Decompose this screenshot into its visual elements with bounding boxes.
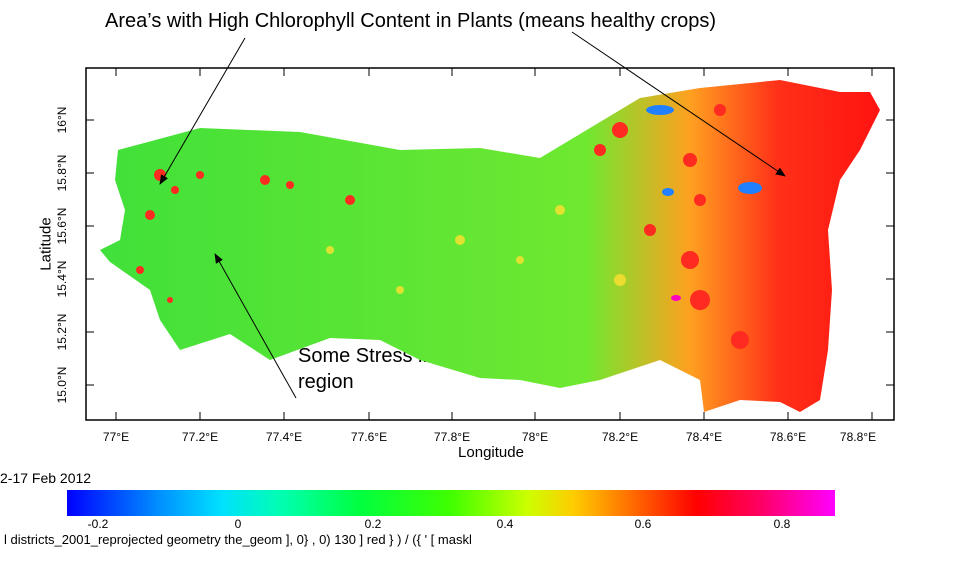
colorbar-tick-label: 0.2 (364, 517, 382, 531)
x-tick-label: 78.8°E (839, 430, 877, 444)
x-tick-label: 78.2°E (601, 430, 639, 444)
x-tick-label: 77.2°E (181, 430, 219, 444)
colorbar (67, 490, 835, 516)
y-axis-label: Latitude (37, 217, 55, 271)
x-tick-label: 77°E (102, 430, 130, 444)
x-tick-label: 78.6°E (769, 430, 807, 444)
x-tick-label: 78.4°E (685, 430, 723, 444)
annotation-healthy-crops: Area’s with High Chlorophyll Content in … (105, 10, 717, 32)
arrow-to-east-healthy (571, 31, 786, 177)
colorbar-tick-label: 0.8 (773, 517, 791, 531)
arrow-to-west-healthy (159, 37, 246, 185)
x-axis-label: Longitude (458, 444, 524, 461)
date-label: 2-17 Feb 2012 (0, 470, 92, 486)
colorbar-tick-label: 0.4 (496, 517, 514, 531)
x-tick-label: 77.4°E (265, 430, 303, 444)
annotation-stress-region: Some Stress in most of the region (298, 345, 539, 393)
y-tick-label: 15.6°N (55, 207, 69, 245)
colorbar-tick-label: 0 (234, 517, 242, 531)
x-tick-label: 78°E (521, 430, 549, 444)
y-tick-label: 15.4°N (55, 260, 69, 298)
colorbar-tick-label: 0.6 (634, 517, 652, 531)
x-tick-label: 77.6°E (350, 430, 388, 444)
y-tick-label: 16°N (55, 106, 69, 134)
y-tick-label: 15.8°N (55, 154, 69, 192)
y-tick-label: 15.0°N (55, 366, 69, 404)
x-tick-label: 77.8°E (433, 430, 471, 444)
arrow-to-stress (214, 253, 297, 399)
footer-formula: l districts_2001_reprojected geometry th… (4, 532, 472, 547)
y-tick-label: 15.2°N (55, 313, 69, 351)
colorbar-tick-label: -0.2 (87, 517, 109, 531)
